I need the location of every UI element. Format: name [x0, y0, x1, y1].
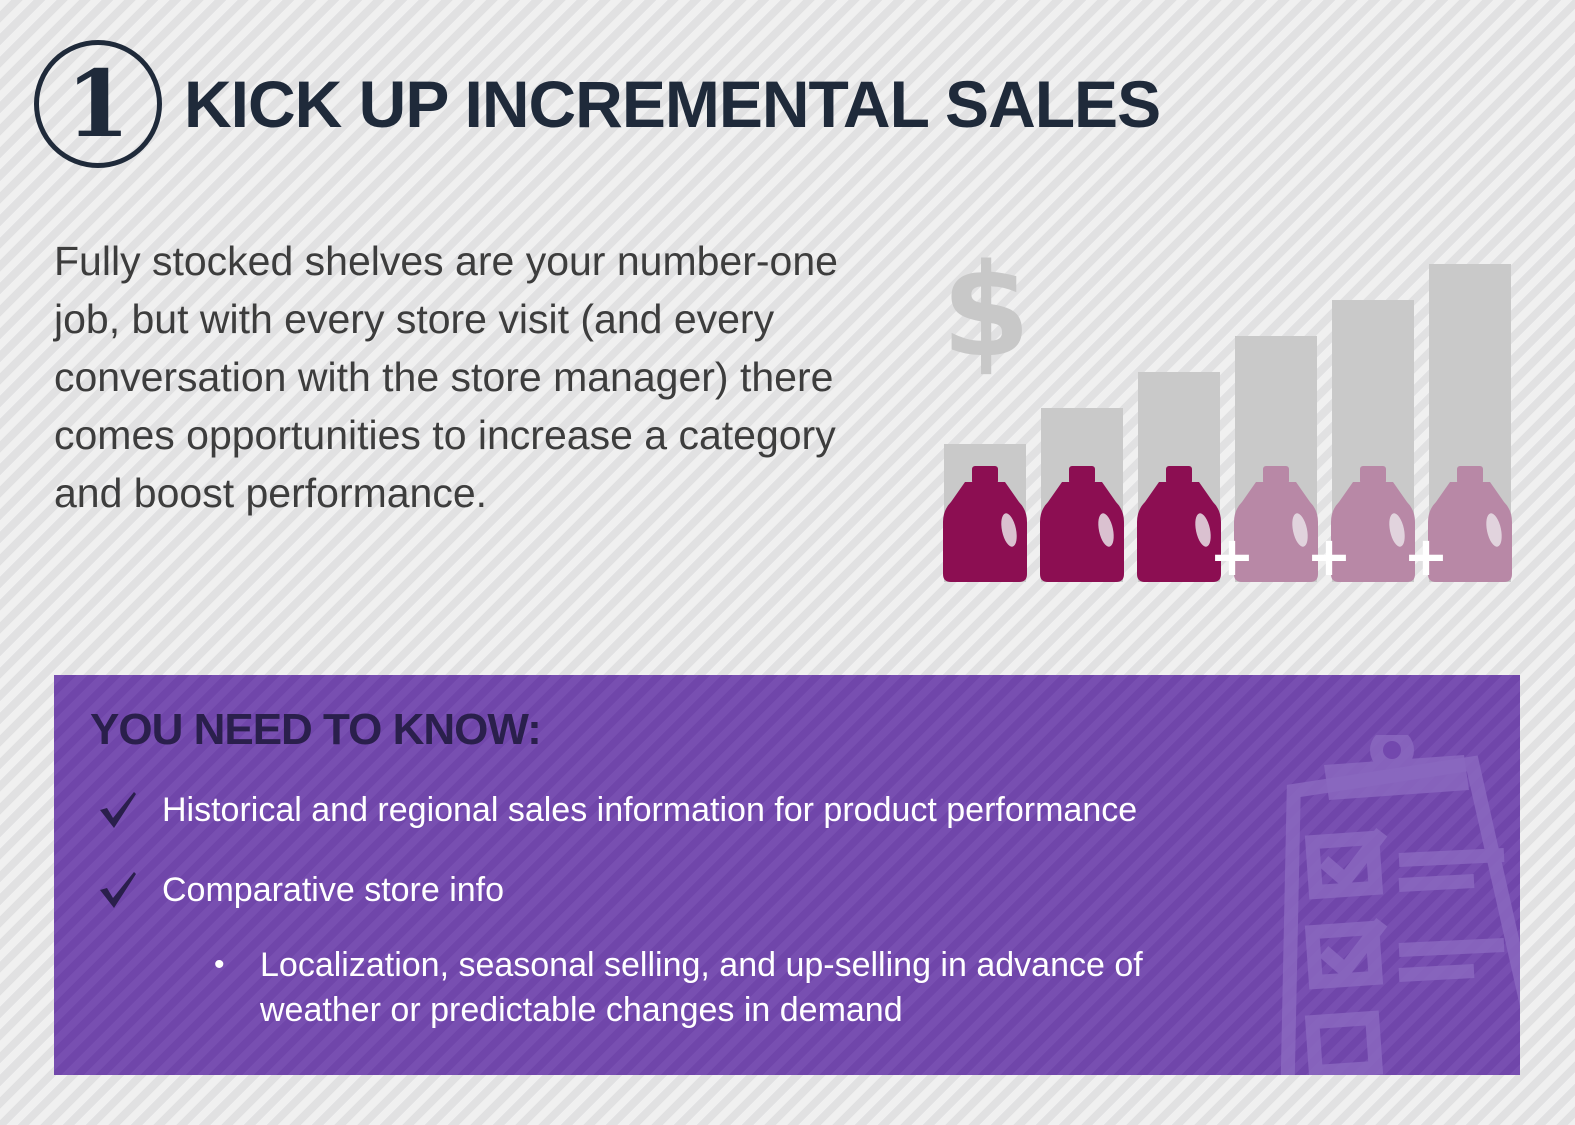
checkmark-icon — [100, 872, 136, 908]
plus-icon: + — [1209, 525, 1254, 588]
you-need-to-know-panel: YOU NEED TO KNOW: Historical and regiona… — [54, 675, 1520, 1075]
clipboard-checklist-icon — [1279, 735, 1520, 1075]
intro-paragraph: Fully stocked shelves are your number-on… — [54, 238, 838, 516]
detergent-bottle-icon — [943, 466, 1027, 582]
list-item: Historical and regional sales informatio… — [98, 785, 1137, 835]
detergent-bottle-icon — [1428, 466, 1512, 582]
panel-heading: YOU NEED TO KNOW: — [90, 705, 542, 754]
section-header: 1 KICK UP INCREMENTAL SALES — [34, 38, 1334, 168]
detergent-bottle-icon — [1040, 466, 1124, 582]
detergent-bottle-icon — [1137, 466, 1221, 582]
plus-icon: + — [1403, 525, 1448, 588]
sales-growth-illustration: $ + + + — [930, 230, 1530, 600]
sales-growth-graphic: $ + + + — [941, 237, 1512, 588]
plus-icon: + — [1306, 525, 1351, 588]
detergent-bottle-icon — [1331, 466, 1415, 582]
sub-list-item: • Localization, seasonal selling, and up… — [214, 943, 1194, 1033]
list-item-label: Comparative store info — [162, 870, 505, 909]
detergent-bottle-icon — [1234, 466, 1318, 582]
step-number-badge: 1 — [34, 40, 162, 168]
page-title: KICK UP INCREMENTAL SALES — [184, 67, 1161, 141]
list-item: Comparative store info — [98, 865, 504, 915]
list-item-label: Historical and regional sales informatio… — [162, 790, 1138, 829]
checkmark-icon — [100, 792, 136, 828]
sub-list-item-label: Localization, seasonal selling, and up-s… — [260, 946, 1143, 1029]
dollar-sign-icon: $ — [941, 237, 1030, 386]
bullet-icon: • — [214, 948, 225, 981]
